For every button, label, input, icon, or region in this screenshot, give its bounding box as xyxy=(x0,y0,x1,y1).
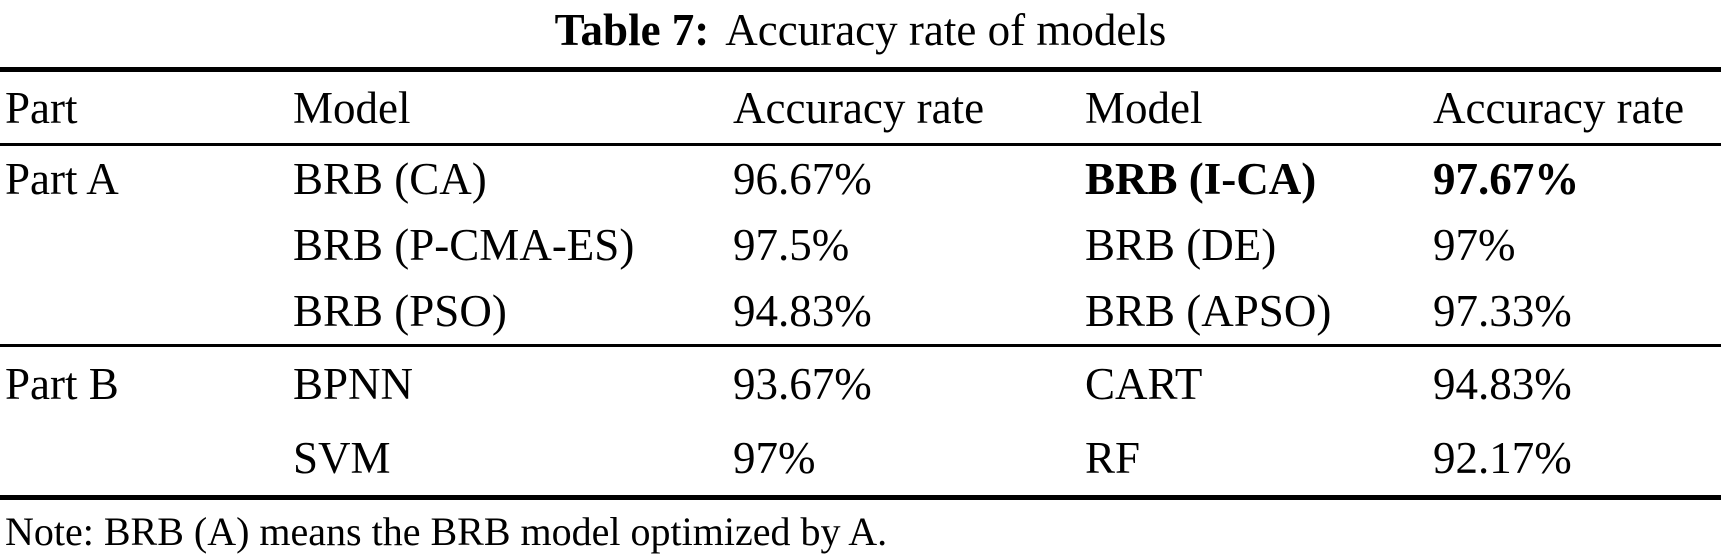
table-group-part-b: Part B BPNN 93.67% CART 94.83% SVM 97% R… xyxy=(0,346,1721,498)
part-a-label: Part A xyxy=(5,154,119,204)
table-caption-text: Accuracy rate of models xyxy=(725,5,1167,55)
accuracy-table: Part Model Accuracy rate Model Accuracy … xyxy=(0,67,1721,500)
accuracy-cell-highlighted: 97.67% xyxy=(1433,154,1580,204)
header-cell-accuracy-right: Accuracy rate xyxy=(1433,82,1685,133)
accuracy-cell: 94.83% xyxy=(733,286,872,336)
header-cell-accuracy-left: Accuracy rate xyxy=(733,82,985,133)
accuracy-cell: 93.67% xyxy=(733,359,872,409)
model-cell-highlighted: BRB (I-CA) xyxy=(1085,154,1317,204)
model-cell: BRB (APSO) xyxy=(1085,286,1332,336)
model-cell: BRB (PSO) xyxy=(293,286,507,336)
table-footnote: Note: BRB (A) means the BRB model optimi… xyxy=(5,509,888,554)
table-row: BRB (PSO) 94.83% BRB (APSO) 97.33% xyxy=(0,278,1721,346)
model-cell: SVM xyxy=(293,433,391,483)
accuracy-cell: 97.5% xyxy=(733,220,850,270)
table-row: Part A BRB (CA) 96.67% BRB (I-CA) 97.67% xyxy=(0,145,1721,213)
accuracy-cell: 96.67% xyxy=(733,154,872,204)
table-row: Part B BPNN 93.67% CART 94.83% xyxy=(0,346,1721,422)
model-cell: BPNN xyxy=(293,359,414,409)
accuracy-cell: 97% xyxy=(1433,220,1516,270)
header-cell-part: Part xyxy=(5,82,78,133)
table-caption: Table 7: Accuracy rate of models xyxy=(0,2,1721,58)
table-caption-label: Table 7: xyxy=(554,5,710,55)
header-cell-model-right: Model xyxy=(1085,82,1203,133)
table-row: SVM 97% RF 92.17% xyxy=(0,421,1721,498)
table-group-part-a: Part A BRB (CA) 96.67% BRB (I-CA) 97.67%… xyxy=(0,145,1721,346)
header-cell-model-left: Model xyxy=(293,82,411,133)
table-header-row: Part Model Accuracy rate Model Accuracy … xyxy=(0,70,1721,145)
table-row: BRB (P-CMA-ES) 97.5% BRB (DE) 97% xyxy=(0,212,1721,278)
accuracy-cell: 94.83% xyxy=(1433,359,1572,409)
model-cell: BRB (P-CMA-ES) xyxy=(293,220,635,270)
model-cell: BRB (DE) xyxy=(1085,220,1277,270)
part-b-label: Part B xyxy=(5,359,119,409)
accuracy-cell: 92.17% xyxy=(1433,433,1572,483)
model-cell: BRB (CA) xyxy=(293,154,487,204)
accuracy-cell: 97.33% xyxy=(1433,286,1572,336)
model-cell: RF xyxy=(1085,433,1141,483)
model-cell: CART xyxy=(1085,359,1203,409)
accuracy-cell: 97% xyxy=(733,433,816,483)
